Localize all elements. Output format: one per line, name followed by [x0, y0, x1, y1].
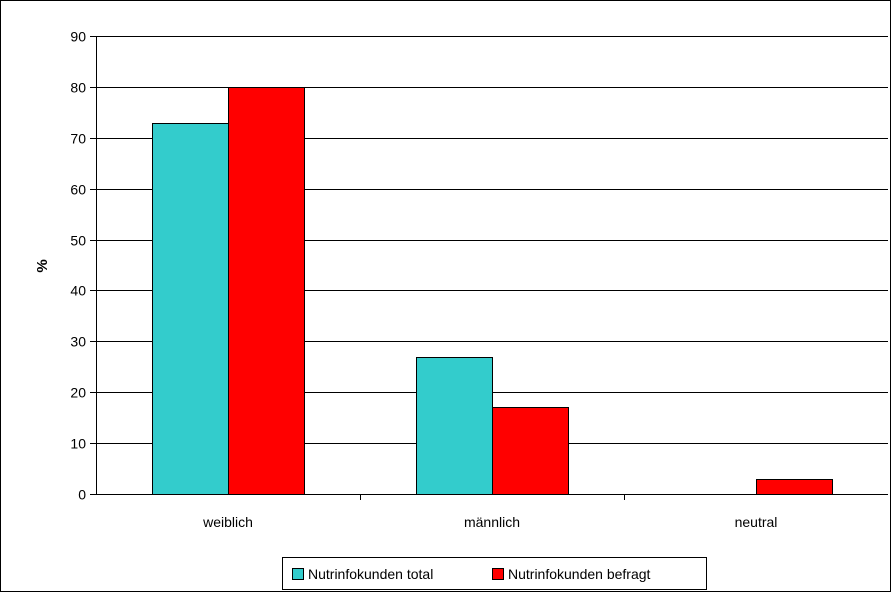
legend-label: Nutrinfokunden total — [308, 566, 433, 582]
y-tick-label: 90 — [70, 29, 86, 45]
y-tick-label: 70 — [70, 131, 86, 147]
y-axis-title: % — [34, 259, 51, 272]
bar-neutral-befragt — [756, 479, 833, 495]
bar-männlich-total — [416, 357, 493, 495]
bar-weiblich-befragt — [228, 87, 305, 495]
y-tick-label: 20 — [70, 385, 86, 401]
bar-weiblich-total — [152, 123, 229, 495]
legend-swatch — [492, 568, 504, 580]
legend-label: Nutrinfokunden befragt — [508, 566, 651, 582]
bars — [152, 87, 833, 495]
y-tick-label: 0 — [78, 487, 86, 503]
y-tick-label: 10 — [70, 436, 86, 452]
y-tick-label: 60 — [70, 182, 86, 198]
x-tick-label: männlich — [464, 514, 520, 530]
legend-swatch — [292, 568, 304, 580]
x-tick-label: neutral — [735, 514, 778, 530]
y-tick-label: 40 — [70, 283, 86, 299]
legend: Nutrinfokunden total Nutrinfokunden befra… — [282, 557, 707, 590]
bar-männlich-befragt — [492, 407, 569, 495]
x-tick-label: weiblich — [202, 514, 253, 530]
axes: 0 10 20 30 40 50 60 70 80 90 weiblich männlich neutr… — [70, 29, 888, 530]
y-tick-label: 30 — [70, 334, 86, 350]
y-tick-label: 80 — [70, 80, 86, 96]
y-tick-label: 50 — [70, 233, 86, 249]
